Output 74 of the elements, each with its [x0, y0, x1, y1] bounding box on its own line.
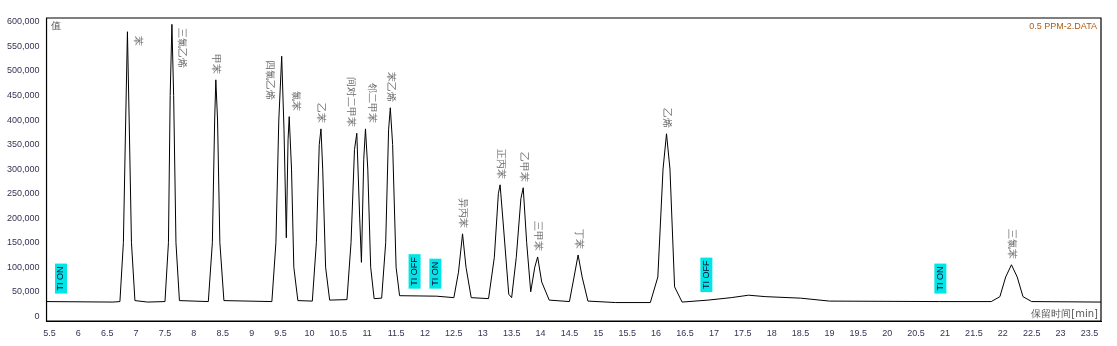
x-tick-label: 16.5 — [676, 328, 694, 339]
x-tick-label: 22.5 — [1022, 328, 1041, 339]
annotation: 乙甲苯 — [518, 151, 530, 182]
x-tick-label: 11 — [362, 328, 372, 339]
annotation: 三甲苯 — [533, 220, 545, 251]
x-tick-label: 9.5 — [274, 328, 287, 339]
chart-title: 0.5 PPM-2.DATA — [1029, 20, 1097, 31]
y-axis-title: 值 — [50, 19, 61, 31]
x-tick-label: 6 — [75, 328, 81, 339]
annotation: 氯苯 — [290, 90, 302, 111]
x-tick-label: 6.5 — [100, 328, 114, 339]
y-tick-label: 150,000 — [6, 237, 40, 248]
y-tick-label: 200,000 — [6, 212, 40, 223]
x-tick-label: 18.5 — [791, 328, 810, 339]
x-tick-label: 19 — [824, 328, 835, 339]
x-tick-label: 7 — [133, 328, 139, 339]
x-tick-label: 11.5 — [387, 328, 405, 339]
annotation: 乙苯 — [316, 102, 328, 123]
annotation: 三氯乙烯 — [177, 28, 189, 69]
x-tick-label: 17 — [708, 328, 719, 339]
annotation: 苯乙烯 — [385, 71, 397, 102]
x-axis-title: 保留时间[min] — [1031, 307, 1099, 319]
x-tick-label: 10.5 — [329, 328, 348, 339]
x-tick-label: 7.5 — [158, 328, 172, 339]
x-tick-label: 5.5 — [43, 328, 56, 339]
x-tick-label: 14.5 — [560, 328, 579, 339]
annotation: 苯 — [132, 35, 144, 46]
x-tick-label: 13.5 — [502, 328, 521, 339]
x-tick-label: 20 — [882, 328, 893, 339]
y-tick-label: 400,000 — [6, 114, 40, 125]
y-tick-label: 50,000 — [12, 286, 40, 297]
annotation: 间对二甲苯 — [346, 77, 358, 128]
y-tick-label: 350,000 — [6, 139, 40, 150]
x-tick-label: 19.5 — [849, 328, 868, 339]
y-tick-label: 600,000 — [6, 16, 40, 27]
annotation: TI ON — [934, 266, 945, 291]
annotation: 甲苯 — [211, 53, 223, 74]
x-tick-label: 13 — [477, 328, 488, 339]
y-tick-label: 250,000 — [6, 188, 40, 199]
annotation: 四氯乙烯 — [265, 60, 277, 101]
annotation: TI OFF — [700, 260, 711, 290]
x-tick-label: 23.5 — [1080, 328, 1099, 339]
annotation: TI ON — [55, 266, 66, 291]
y-tick-label: 500,000 — [6, 65, 40, 76]
x-tick-label: 14 — [535, 328, 546, 339]
annotation: 乙烯 — [661, 107, 673, 128]
x-tick-label: 12.5 — [445, 328, 463, 339]
annotation: 丁苯 — [573, 228, 585, 249]
x-tick-label: 20.5 — [907, 328, 925, 339]
x-tick-label: 21 — [939, 328, 950, 339]
x-tick-label: 21.5 — [965, 328, 983, 339]
x-tick-label: 15.5 — [618, 328, 636, 339]
x-tick-label: 17.5 — [734, 328, 752, 339]
y-tick-label: 550,000 — [6, 40, 40, 51]
y-tick-label: 300,000 — [6, 163, 40, 174]
x-tick-label: 12 — [419, 328, 430, 339]
annotation: 邻二甲苯 — [366, 82, 378, 123]
x-tick-label: 18 — [766, 328, 777, 339]
y-tick-label: 450,000 — [6, 90, 40, 100]
annotation: 异丙苯 — [457, 197, 469, 228]
y-tick-label: 100,000 — [6, 261, 40, 272]
x-tick-label: 10 — [304, 328, 315, 339]
annotation: TI OFF — [409, 256, 420, 286]
x-tick-label: 16 — [651, 328, 662, 339]
x-tick-label: 8.5 — [216, 328, 230, 339]
annotation: 三氯苯 — [1006, 228, 1018, 259]
x-tick-label: 8 — [191, 328, 197, 339]
y-tick-label: 0 — [34, 310, 40, 321]
x-tick-label: 15 — [593, 328, 604, 339]
annotation: 正丙苯 — [495, 148, 507, 179]
x-tick-label: 23 — [1055, 328, 1066, 339]
x-tick-label: 22 — [997, 328, 1008, 339]
annotation: TI ON — [429, 261, 440, 286]
x-tick-label: 9 — [249, 328, 255, 339]
